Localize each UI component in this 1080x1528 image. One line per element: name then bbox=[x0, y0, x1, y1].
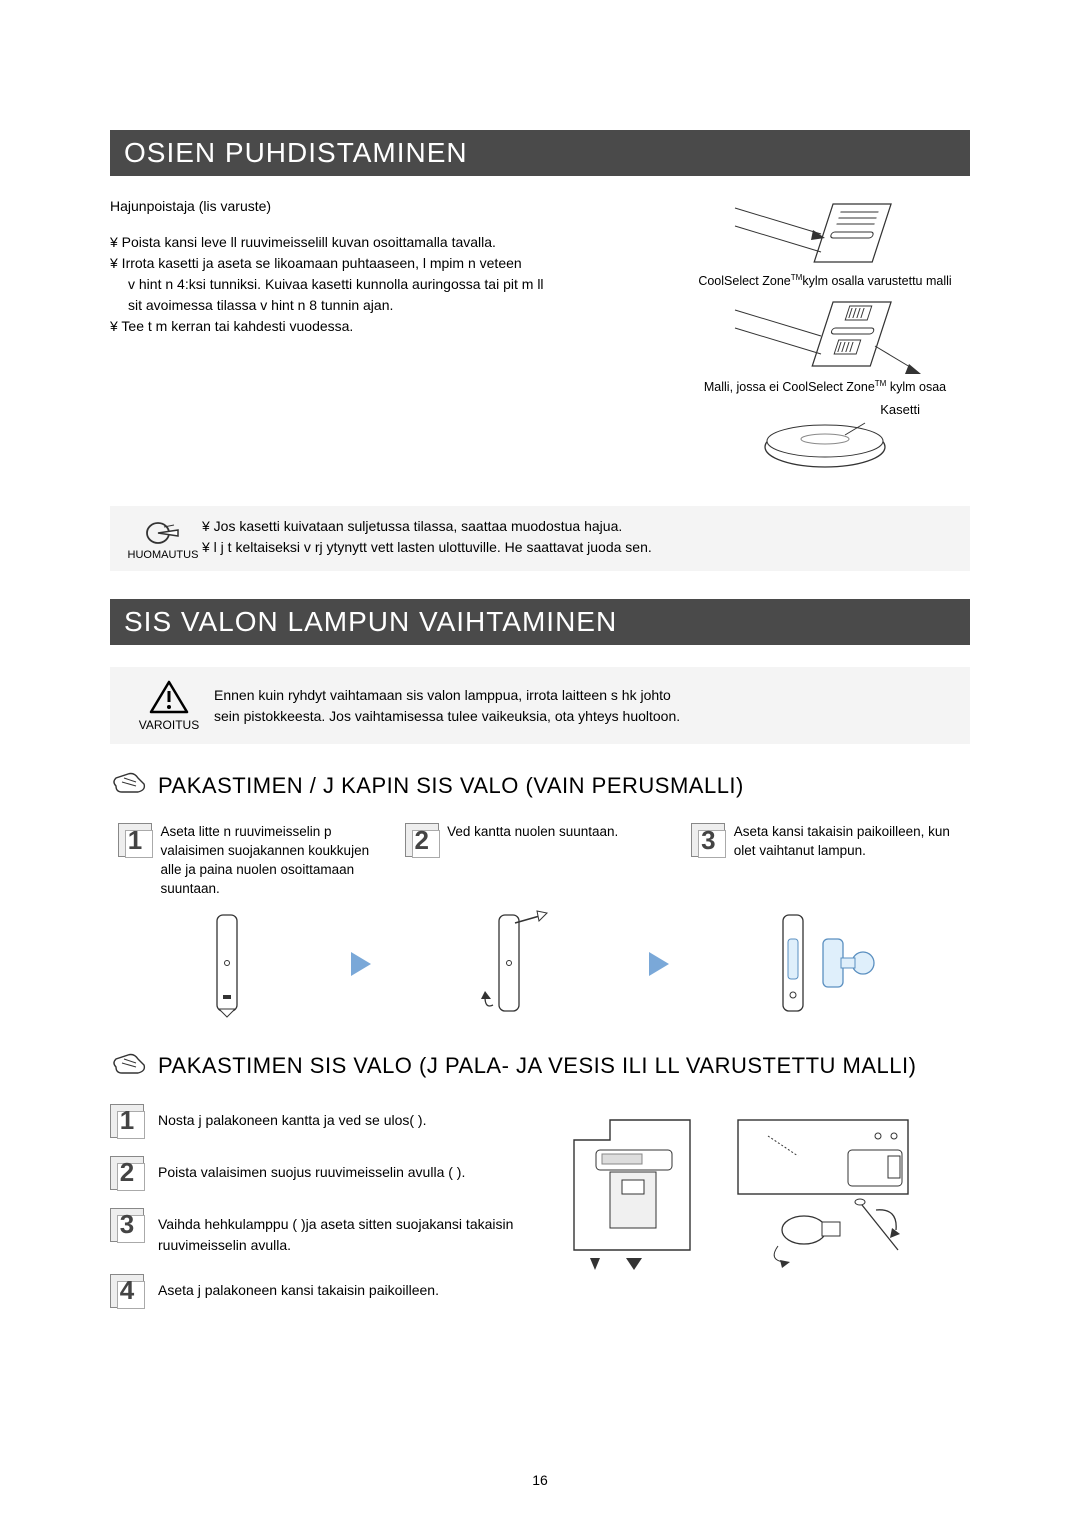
warn-line-1: Ennen kuin ryhdyt vaihtamaan sis valon l… bbox=[214, 685, 956, 706]
step-a3-text: Aseta kansi takaisin paikoilleen, kun ol… bbox=[734, 823, 961, 861]
step-number-b1: 1 bbox=[110, 1104, 144, 1138]
step-number-b2: 2 bbox=[110, 1156, 144, 1190]
warn-line-2: sein pistokkeesta. Jos vaihtamisessa tul… bbox=[214, 706, 956, 727]
step-b1-text: Nosta j palakoneen kantta ja ved se ulos… bbox=[148, 1104, 427, 1131]
dispenser-illustration bbox=[560, 1110, 710, 1280]
step-a1-text: Aseta litte n ruuvimeisselin p valaisime… bbox=[160, 823, 387, 899]
header-title-1: OSIEN PUHDISTAMINEN bbox=[110, 137, 468, 169]
bullet-1: ¥ Poista kansi leve ll ruuvimeisselill k… bbox=[110, 232, 650, 253]
arrow-icon-1 bbox=[351, 952, 371, 976]
warning-text: Ennen kuin ryhdyt vaihtamaan sis valon l… bbox=[214, 685, 956, 727]
section-header-2: SIS VALON LAMPUN VAIHTAMINEN bbox=[110, 599, 970, 645]
step-a2-text: Ved kantta nuolen suuntaan. bbox=[447, 823, 674, 842]
cover-illustration-3 bbox=[763, 909, 883, 1019]
step-number-2: 2 bbox=[405, 823, 439, 857]
warning-icon bbox=[148, 679, 190, 715]
caption-2: Malli, jossa ei CoolSelect ZoneTM kylm o… bbox=[680, 379, 970, 394]
cassette-illustration bbox=[755, 417, 895, 471]
step-number-1: 1 bbox=[118, 823, 152, 857]
illustration-row-a bbox=[110, 909, 970, 1019]
note-line-1: ¥ Jos kasetti kuivataan suljetussa tilas… bbox=[202, 516, 956, 537]
cover-illustration-2 bbox=[465, 909, 555, 1019]
panel-illustration-1 bbox=[725, 198, 925, 270]
bullet-2a: ¥ Irrota kasetti ja aseta se likoamaan p… bbox=[110, 253, 650, 274]
section-header-1: OSIEN PUHDISTAMINEN bbox=[110, 130, 970, 176]
tm-2: TM bbox=[875, 379, 887, 388]
step-number-b4: 4 bbox=[110, 1274, 144, 1308]
subheading-1: PAKASTIMEN / J KAPIN SIS VALO (VAIN PERU… bbox=[158, 773, 744, 799]
step-number-b3: 3 bbox=[110, 1208, 144, 1242]
caption-1: CoolSelect ZoneTMkylm osalla varustettu … bbox=[680, 273, 970, 288]
panel-illustration-2 bbox=[725, 296, 925, 376]
steps-row-a: 1 Aseta litte n ruuvimeisselin p valaisi… bbox=[110, 823, 970, 899]
step-b3-text: Vaihda hehkulamppu ( )ja aseta sitten su… bbox=[148, 1208, 560, 1256]
step-b4-text: Aseta j palakoneen kansi takaisin paikoi… bbox=[148, 1274, 439, 1301]
deodorizer-illustrations: CoolSelect ZoneTMkylm osalla varustettu … bbox=[680, 198, 970, 476]
cover-illustration-1 bbox=[197, 909, 257, 1019]
steps-b-list: 1 Nosta j palakoneen kantta ja ved se ul… bbox=[110, 1104, 560, 1326]
warning-label: VAROITUS bbox=[124, 718, 214, 732]
deodorizer-bullets: ¥ Poista kansi leve ll ruuvimeisselill k… bbox=[110, 232, 650, 337]
warning-block: VAROITUS Ennen kuin ryhdyt vaihtamaan si… bbox=[110, 667, 970, 744]
step-a1: 1 Aseta litte n ruuvimeisselin p valaisi… bbox=[110, 823, 397, 899]
subheading-2: PAKASTIMEN SIS VALO (J PALA- JA VESIS IL… bbox=[158, 1053, 916, 1079]
note-text: ¥ Jos kasetti kuivataan suljetussa tilas… bbox=[202, 516, 956, 558]
subheading-row-1: PAKASTIMEN / J KAPIN SIS VALO (VAIN PERU… bbox=[110, 766, 970, 805]
deodorizer-text: Hajunpoistaja (lis varuste) ¥ Poista kan… bbox=[110, 198, 680, 476]
step-a3: 3 Aseta kansi takaisin paikoilleen, kun … bbox=[683, 823, 970, 861]
step-b2-text: Poista valaisimen suojus ruuvimeisselin … bbox=[148, 1156, 465, 1183]
pointing-hand-icon-1 bbox=[110, 766, 158, 805]
step-b3: 3 Vaihda hehkulamppu ( )ja aseta sitten … bbox=[110, 1208, 560, 1256]
note-block: HUOMAUTUS ¥ Jos kasetti kuivataan suljet… bbox=[110, 506, 970, 571]
subheading-row-2: PAKASTIMEN SIS VALO (J PALA- JA VESIS IL… bbox=[110, 1047, 970, 1086]
bullet-2b: v hint n 4:ksi tunniksi. Kuivaa kasetti … bbox=[110, 274, 650, 295]
deodorizer-title: Hajunpoistaja (lis varuste) bbox=[110, 198, 650, 214]
bulb-panel-illustration bbox=[728, 1110, 918, 1280]
bullet-3: ¥ Tee t m kerran tai kahdesti vuodessa. bbox=[110, 316, 650, 337]
step-b1: 1 Nosta j palakoneen kantta ja ved se ul… bbox=[110, 1104, 560, 1138]
kasetti-label: Kasetti bbox=[680, 402, 970, 417]
header-title-2: SIS VALON LAMPUN VAIHTAMINEN bbox=[110, 606, 617, 638]
step-b4: 4 Aseta j palakoneen kansi takaisin paik… bbox=[110, 1274, 560, 1308]
deodorizer-section: Hajunpoistaja (lis varuste) ¥ Poista kan… bbox=[110, 198, 970, 476]
note-label: HUOMAUTUS bbox=[124, 549, 202, 561]
tm-1: TM bbox=[791, 273, 803, 282]
bullet-2c: sit avoimessa tilassa v hint n 8 tunnin … bbox=[110, 295, 650, 316]
note-icon-column: HUOMAUTUS bbox=[124, 516, 202, 561]
step-number-3: 3 bbox=[691, 823, 725, 857]
note-line-2: ¥ l j t keltaiseksi v rj ytynytt vett la… bbox=[202, 537, 956, 558]
steps-section-b: 1 Nosta j palakoneen kantta ja ved se ul… bbox=[110, 1104, 970, 1326]
page-number: 16 bbox=[0, 1472, 1080, 1488]
cassette-block: Kasetti bbox=[680, 402, 970, 476]
pointing-hand-icon-2 bbox=[110, 1047, 158, 1086]
note-hand-icon bbox=[144, 520, 182, 546]
warning-icon-column: VAROITUS bbox=[124, 679, 214, 732]
arrow-icon-2 bbox=[649, 952, 669, 976]
steps-b-illustrations bbox=[560, 1104, 970, 1326]
step-a2: 2 Ved kantta nuolen suuntaan. bbox=[397, 823, 684, 857]
step-b2: 2 Poista valaisimen suojus ruuvimeisseli… bbox=[110, 1156, 560, 1190]
